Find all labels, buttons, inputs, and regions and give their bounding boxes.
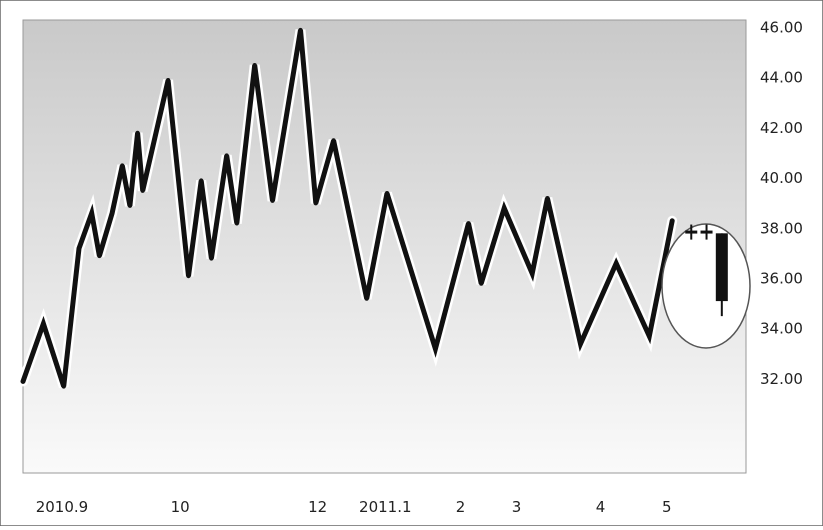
data-point (252, 62, 257, 68)
data-point (501, 206, 507, 211)
x-tick-label: 12 (308, 498, 327, 516)
data-point (364, 296, 369, 301)
data-point (466, 221, 471, 226)
y-tick-label: 46.00 (760, 19, 803, 37)
y-tick-label: 36.00 (760, 269, 803, 287)
data-point (61, 384, 66, 389)
data-point (76, 246, 82, 251)
data-point (20, 379, 26, 384)
y-axis: 46.00 44.00 42.00 40.00 38.00 36.00 34.00 32.00 (760, 19, 803, 388)
x-tick-label: 5 (662, 498, 672, 516)
x-tick-label: 2011.1 (359, 498, 412, 516)
x-tick-label: 2010.9 (36, 498, 89, 516)
data-point (669, 218, 675, 223)
data-point (234, 221, 240, 226)
data-point (331, 138, 336, 143)
data-point (41, 321, 46, 326)
magnifier-layer (661, 223, 751, 349)
magnifier-circle (661, 223, 751, 349)
data-point (127, 203, 133, 208)
data-point (135, 130, 140, 136)
data-point (97, 253, 102, 259)
data-point (433, 346, 438, 351)
x-tick-label: 4 (596, 498, 606, 516)
data-point (165, 78, 171, 83)
y-tick-label: 40.00 (760, 169, 803, 187)
data-point (224, 153, 229, 158)
data-point (313, 201, 318, 206)
y-tick-label: 44.00 (760, 69, 803, 87)
candle-body (685, 230, 698, 234)
y-tick-label: 42.00 (760, 119, 803, 137)
x-tick-label: 3 (512, 498, 522, 516)
candle-body (700, 230, 713, 234)
y-tick-label: 34.00 (760, 320, 803, 338)
data-point (298, 27, 303, 33)
data-point (140, 188, 145, 193)
data-point (647, 334, 652, 339)
plot-area (22, 19, 747, 474)
data-point (186, 273, 191, 279)
data-point (479, 281, 484, 286)
y-tick-label: 38.00 (760, 219, 803, 237)
x-tick-label: 2 (456, 498, 466, 516)
data-point (199, 178, 204, 183)
series-layer (18, 27, 678, 389)
data-point (120, 163, 125, 168)
series-line (20, 29, 675, 388)
data-point (89, 211, 94, 216)
data-point (384, 190, 390, 196)
data-point (270, 198, 275, 203)
data-point (578, 341, 583, 346)
x-tick-label: 10 (171, 498, 190, 516)
data-point (529, 271, 535, 276)
data-point (613, 261, 619, 266)
data-point (109, 211, 115, 216)
data-point (545, 195, 550, 201)
data-point (209, 256, 214, 261)
y-tick-label: 32.00 (760, 370, 803, 388)
x-axis: 2010.9 10 12 2011.1 2 3 4 5 (36, 498, 672, 516)
candle-body (715, 233, 728, 302)
